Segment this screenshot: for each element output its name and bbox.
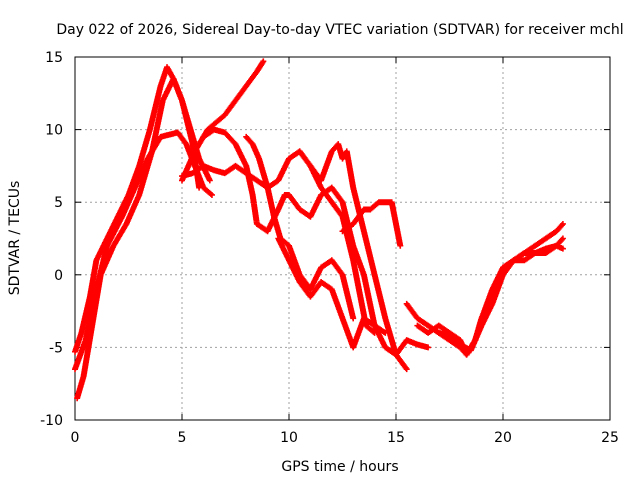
y-tick-label: 5	[54, 195, 63, 211]
x-tick-label: 20	[494, 430, 512, 446]
x-tick-label: 25	[601, 430, 619, 446]
chart-title: Day 022 of 2026, Sidereal Day-to-day VTE…	[56, 22, 623, 38]
plot-border	[74, 56, 611, 421]
x-tick-label: 15	[387, 430, 405, 446]
series-track-10	[296, 141, 410, 373]
y-tick-label: 0	[54, 268, 63, 284]
data-point-markers	[296, 141, 410, 373]
x-axis-label: GPS time / hours	[281, 459, 398, 475]
y-tick-label: 10	[45, 123, 63, 139]
x-tick-label: 5	[178, 430, 187, 446]
series-track-7	[243, 133, 357, 322]
series-track-8	[275, 235, 432, 358]
x-tick-label: 0	[71, 430, 80, 446]
data-point-markers	[243, 133, 357, 322]
y-axis-label: SDTVAR / TECUs	[7, 181, 23, 296]
x-tick-label: 10	[280, 430, 298, 446]
series-track-6	[200, 126, 389, 336]
grid	[75, 57, 610, 420]
y-tick-label: -5	[49, 340, 63, 356]
y-tick-label: 15	[45, 50, 63, 66]
data-point-markers	[435, 242, 566, 354]
data-point-markers	[275, 235, 432, 358]
data-point-markers	[200, 126, 389, 336]
data-marks	[72, 58, 566, 402]
y-tick-label: -10	[40, 413, 63, 429]
axes: 0 5 10 15 20 25 -10 -5 0 5 10 15	[40, 50, 619, 446]
series-track-13	[435, 242, 566, 354]
